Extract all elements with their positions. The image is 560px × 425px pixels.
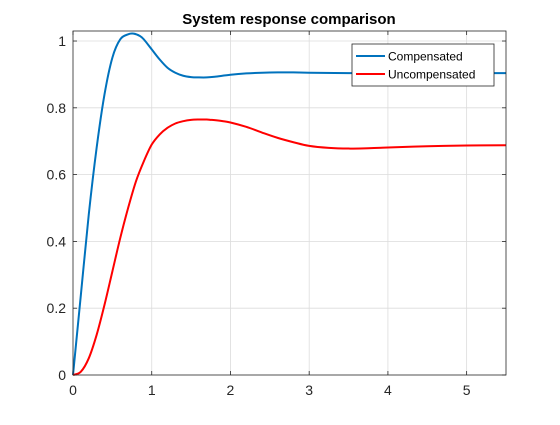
plot-frame [72,30,507,376]
x-tick-label: 4 [384,382,392,398]
y-tick-label: 0.8 [47,100,67,116]
tick-labels: 0 1 2 3 4 5 0 0.2 0.4 0.6 0.8 1 [47,33,471,398]
legend-box [351,43,495,87]
x-tick-label: 0 [69,382,77,398]
series-group [72,32,507,376]
plot-area [73,31,506,375]
x-tick-label: 5 [463,382,471,398]
x-tick-label: 1 [148,382,156,398]
x-tick-label: 3 [305,382,313,398]
legend-label-uncompensated: Uncompensated [388,68,475,82]
grid [73,31,506,375]
y-tick-label: 0.6 [47,167,67,183]
y-tick-label: 0 [58,367,66,383]
chart-title: System response comparison [182,11,395,28]
series-line-compensated [72,32,506,376]
legend-label-compensated: Compensated [388,50,463,64]
ticks [72,31,506,376]
y-tick-label: 0.4 [47,233,67,249]
legend: Compensated Uncompensated [351,43,495,87]
y-tick-label: 0.2 [47,300,67,316]
x-tick-label: 2 [227,382,235,398]
series-line-uncompensated [72,118,507,376]
y-tick-label: 1 [58,33,66,49]
